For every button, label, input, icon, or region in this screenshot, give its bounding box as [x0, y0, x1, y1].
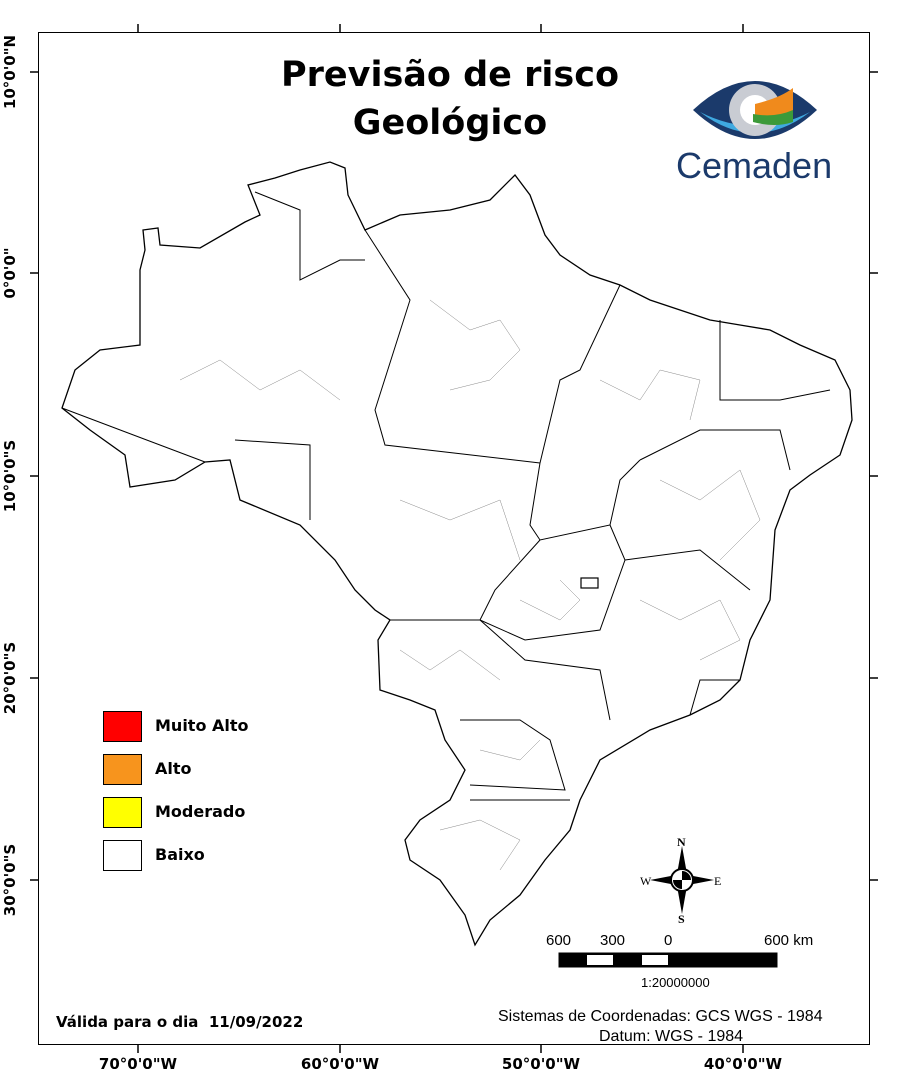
legend-label-alto: Alto	[155, 759, 192, 778]
legend-label-moderado: Moderado	[155, 802, 246, 821]
scale-label-600km: 600 km	[764, 932, 814, 949]
brazil-outline	[61, 161, 853, 947]
scale-label-600: 600	[546, 932, 572, 949]
compass-label-s: S	[678, 912, 685, 926]
legend-swatch-baixo	[103, 840, 142, 871]
lon-label-50w: 50°0'0"W	[501, 1055, 581, 1073]
compass-needle-w	[650, 875, 676, 885]
scale-label-300: 300	[600, 932, 626, 949]
compass-needle-s	[677, 886, 687, 914]
federal-district	[580, 577, 599, 589]
map-frame	[38, 32, 870, 1045]
legend-swatch-muito-alto	[103, 711, 142, 742]
legend-swatch-alto	[103, 754, 142, 785]
lon-label-60w: 60°0'0"W	[300, 1055, 380, 1073]
legend-label-muito-alto: Muito Alto	[155, 716, 249, 735]
scale-ratio: 1:20000000	[641, 975, 710, 990]
legend-swatch-moderado	[103, 797, 142, 828]
compass-needle-n	[677, 846, 687, 874]
compass-needle-e	[688, 875, 714, 885]
cemaden-logo-mark	[693, 81, 817, 139]
compass-label-n: N	[677, 835, 686, 849]
legend-label-baixo: Baixo	[155, 845, 205, 864]
compass-rose	[650, 846, 714, 914]
municipal-borders	[179, 299, 761, 871]
scale-bar	[558, 952, 778, 968]
cemaden-logo-text: Cemaden	[676, 145, 833, 186]
datum: Datum: WGS - 1984	[599, 1028, 744, 1045]
scale-label-0: 0	[664, 932, 673, 949]
compass-label-e: E	[714, 874, 722, 888]
compass-label-w: W	[640, 874, 652, 888]
state-borders	[61, 191, 831, 801]
map-title-line1: Previsão de risco	[280, 55, 619, 95]
lon-label-40w: 40°0'0"W	[703, 1055, 783, 1073]
validity-date: Válida para o dia 11/09/2022	[56, 1013, 304, 1031]
frame-ticks	[30, 24, 878, 1053]
map-title-line2: Geológico	[352, 103, 548, 143]
coordinate-system: Sistemas de Coordenadas: GCS WGS - 1984	[498, 1008, 823, 1025]
lon-label-70w: 70°0'0"W	[98, 1055, 178, 1073]
